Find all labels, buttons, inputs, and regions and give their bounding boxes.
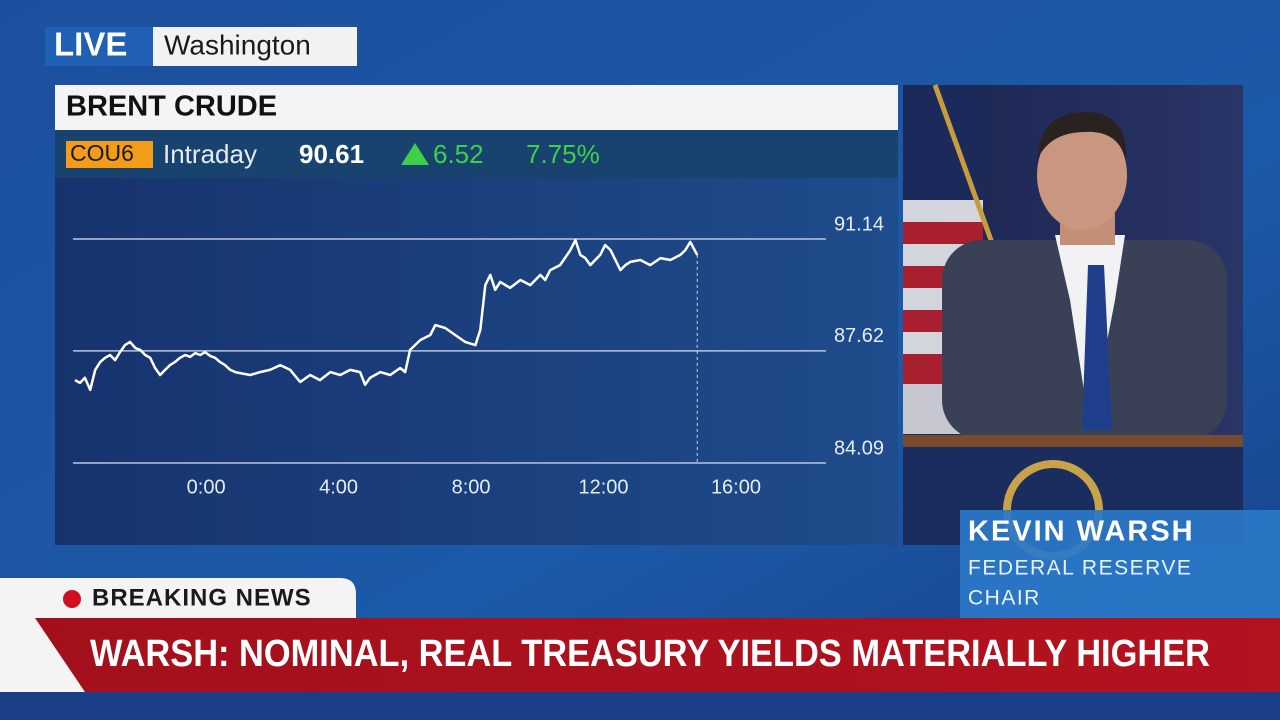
y-tick-label: 84.09 xyxy=(834,437,884,459)
live-badge xyxy=(45,27,153,66)
location-label: Washington xyxy=(164,29,311,60)
x-tick-label: 16:00 xyxy=(711,476,761,498)
breaking-label: BREAKING NEWS xyxy=(92,584,312,611)
y-tick-label: 91.14 xyxy=(834,213,884,235)
video-feed xyxy=(903,84,1243,560)
period: Intraday xyxy=(163,139,257,169)
price: 90.61 xyxy=(299,139,364,169)
breaking-dot xyxy=(63,590,81,608)
chart-title-bar xyxy=(55,85,898,130)
headline-bar xyxy=(35,618,1280,692)
x-tick-label: 0:00 xyxy=(187,476,226,498)
bottom-strip xyxy=(0,692,1280,720)
headline: WARSH: NOMINAL, REAL TREASURY YIELDS MAT… xyxy=(90,633,1210,675)
live-label: LIVE xyxy=(54,26,127,63)
symbol: COU6 xyxy=(70,140,134,166)
location-badge xyxy=(153,27,357,66)
speaker-role: FEDERAL RESERVE xyxy=(968,557,1192,580)
y-tick-label: 87.62 xyxy=(834,325,884,347)
x-tick-label: 8:00 xyxy=(452,476,491,498)
up-arrow xyxy=(401,143,429,165)
quote-bar xyxy=(55,130,898,178)
name-plate xyxy=(960,510,1280,618)
speaker-role: CHAIR xyxy=(968,587,1041,610)
chart-title: BRENT CRUDE xyxy=(66,91,277,123)
breaking-tab xyxy=(0,578,356,618)
speaker-name: KEVIN WARSH xyxy=(968,516,1195,548)
x-tick-label: 4:00 xyxy=(319,476,358,498)
change-percent: 7.75% xyxy=(526,139,600,169)
price-line xyxy=(74,238,699,392)
x-tick-label: 12:00 xyxy=(578,476,628,498)
symbol-badge xyxy=(66,141,153,168)
change: 6.52 xyxy=(433,139,484,169)
